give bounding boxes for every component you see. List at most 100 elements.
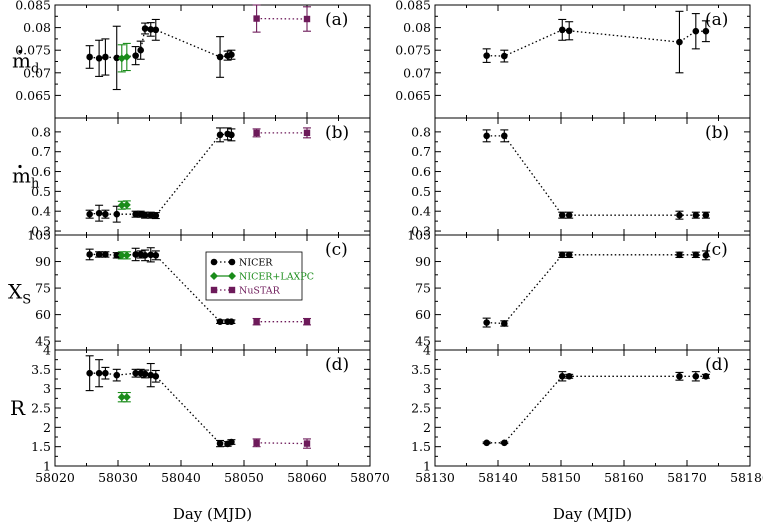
chart-left: 0.065 0.07 0.075 0.08 0.085 (a) md 0.3 0.4 0.5 0.6… bbox=[8, 0, 390, 523]
y-tick-label: 2.5 bbox=[411, 401, 431, 416]
data-point bbox=[141, 370, 149, 378]
panel-right-r: 1 1.5 2 2.5 3 3.5 4 (d) bbox=[411, 343, 751, 474]
data-point bbox=[117, 201, 126, 210]
x-tick-label: 58030 bbox=[98, 470, 138, 485]
legend-label: NICER bbox=[239, 258, 273, 269]
data-point bbox=[692, 251, 700, 259]
data-point bbox=[152, 252, 160, 259]
data-point bbox=[122, 52, 131, 61]
y-tick-label: 1.5 bbox=[31, 439, 51, 454]
y-tick-label: 0.08 bbox=[23, 20, 51, 35]
data-point bbox=[152, 372, 160, 380]
panel-frame bbox=[54, 4, 371, 119]
data-point bbox=[501, 132, 508, 140]
data-point bbox=[147, 26, 155, 33]
x-axis-label: Day (MJD) bbox=[173, 505, 252, 523]
y-tick-label: 2 bbox=[423, 420, 431, 435]
x-tick-label: 58180 bbox=[730, 470, 763, 485]
data-point bbox=[228, 272, 236, 280]
panel-frame bbox=[434, 117, 751, 236]
legend: NICER NICER+LAXPC NuSTAR bbox=[205, 251, 314, 301]
data-point bbox=[132, 369, 139, 377]
series-line bbox=[486, 254, 706, 325]
data-point bbox=[483, 132, 490, 140]
x-tick-label: 58060 bbox=[287, 470, 327, 485]
series-line bbox=[256, 442, 308, 445]
data-point bbox=[253, 129, 260, 137]
x-tick-label: 58160 bbox=[604, 470, 644, 485]
y-axis-label-dot bbox=[18, 164, 22, 169]
panel-left-mh: 0.3 0.4 0.5 0.6 0.7 0.8 (b) mh bbox=[12, 117, 371, 239]
series-nicer bbox=[482, 250, 710, 328]
series-line bbox=[486, 375, 706, 444]
y-tick-label: 75 bbox=[415, 281, 431, 296]
y-tick-label: 0.3 bbox=[31, 224, 51, 239]
x-tick-label: 58050 bbox=[224, 470, 264, 485]
data-point bbox=[147, 211, 155, 219]
y-tick-label: 1 bbox=[43, 459, 51, 474]
y-tick-label: 3 bbox=[423, 381, 431, 396]
y-tick-label: 105 bbox=[407, 228, 431, 243]
y-tick-label: 0.8 bbox=[31, 124, 51, 139]
y-tick-label: 3.5 bbox=[411, 362, 431, 377]
y-axis-label: R bbox=[10, 396, 26, 420]
y-tick-label: 75 bbox=[35, 281, 51, 296]
data-point bbox=[501, 320, 508, 327]
y-tick-label: 60 bbox=[415, 307, 431, 322]
data-point bbox=[117, 393, 126, 402]
series-nicer-laxpc bbox=[117, 251, 131, 260]
panel-frame bbox=[434, 4, 751, 119]
panel-tag: (b) bbox=[705, 123, 729, 143]
data-point bbox=[253, 439, 260, 446]
data-point bbox=[692, 27, 700, 35]
data-point bbox=[132, 251, 139, 258]
data-point bbox=[122, 251, 131, 260]
x-tick-label: 58020 bbox=[35, 470, 75, 485]
panel-frame bbox=[434, 349, 751, 467]
data-point bbox=[228, 438, 235, 446]
y-tick-label: 0.075 bbox=[15, 43, 51, 58]
y-tick-label: 0.085 bbox=[15, 0, 51, 13]
data-point bbox=[95, 369, 103, 377]
data-point bbox=[102, 251, 109, 258]
data-point bbox=[253, 318, 260, 325]
data-point bbox=[483, 52, 490, 59]
chart-right: 0.0650.070.0750.080.085(a)0.30.40.50.60.… bbox=[395, 0, 763, 523]
panel-tag: (b) bbox=[325, 123, 349, 143]
series-line bbox=[89, 133, 232, 217]
data-point bbox=[113, 371, 121, 379]
x-tick-label: 58140 bbox=[478, 470, 518, 485]
data-point bbox=[565, 27, 573, 35]
data-point bbox=[558, 251, 566, 259]
data-point bbox=[692, 211, 700, 219]
y-tick-label: 90 bbox=[35, 254, 51, 269]
data-point bbox=[702, 211, 710, 219]
data-point bbox=[147, 251, 155, 259]
data-point bbox=[228, 131, 235, 139]
x-tick-label: 58070 bbox=[350, 470, 390, 485]
panel-tag: (d) bbox=[325, 355, 349, 375]
y-tick-label: 0.065 bbox=[395, 88, 431, 103]
data-point bbox=[117, 251, 126, 260]
panel-left-r: 1 1.5 2 2.5 3 3.5 4 (d) R bbox=[10, 343, 371, 474]
data-point bbox=[228, 51, 235, 59]
y-tick-label: 0.065 bbox=[15, 88, 51, 103]
series-nicer bbox=[85, 247, 236, 325]
legend-label: NICER+LAXPC bbox=[239, 272, 314, 283]
panel-left-md: 0.065 0.07 0.075 0.08 0.085 (a) md bbox=[12, 0, 371, 119]
data-point bbox=[86, 210, 93, 218]
panel-tag: (d) bbox=[705, 355, 729, 375]
data-point bbox=[122, 200, 131, 209]
y-tick-label: 0.6 bbox=[411, 164, 431, 179]
data-point bbox=[692, 372, 700, 380]
y-axis-label: XS bbox=[8, 280, 31, 308]
series-nicer bbox=[482, 129, 710, 220]
y-tick-label: 0.8 bbox=[411, 124, 431, 139]
series-nustar bbox=[252, 317, 311, 326]
data-point bbox=[303, 440, 311, 447]
panel-tag: (c) bbox=[705, 240, 728, 260]
data-point bbox=[216, 53, 224, 61]
y-tick-label: 0.6 bbox=[31, 164, 51, 179]
y-tick-label: 45 bbox=[35, 334, 51, 349]
data-point bbox=[86, 369, 93, 377]
